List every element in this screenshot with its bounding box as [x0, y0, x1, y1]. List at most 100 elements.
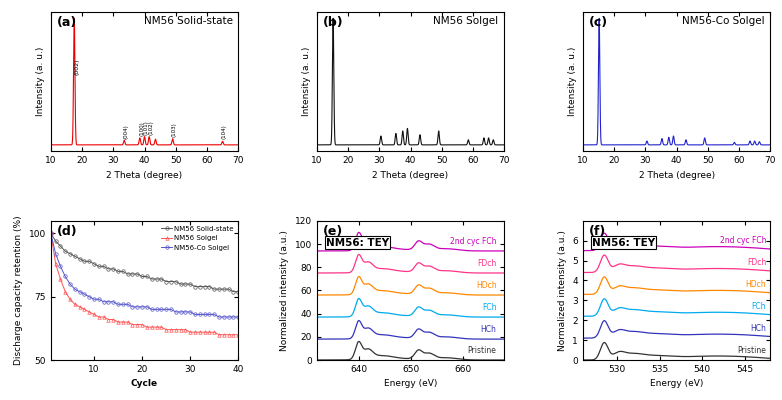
NM56 Solgel: [200, 330, 210, 334]
Text: FCh: FCh: [482, 303, 497, 312]
NM56-Co Solgel: [171, 310, 181, 314]
NM56 Solid-state: [133, 272, 142, 276]
NM56 Solid-state: [195, 284, 204, 289]
NM56 Solid-state: [181, 282, 190, 286]
Text: NM56 Solid-state: NM56 Solid-state: [144, 16, 232, 26]
NM56 Solid-state: [109, 266, 118, 271]
NM56-Co Solgel: [51, 251, 60, 256]
NM56-Co Solgel: [80, 292, 89, 296]
NM56 Solid-state: [210, 287, 219, 292]
NM56 Solgel: [195, 330, 204, 334]
NM56 Solid-state: [214, 287, 224, 292]
NM56 Solgel: [60, 289, 70, 294]
Text: HDch: HDch: [745, 280, 766, 289]
X-axis label: 2 Theta (degree): 2 Theta (degree): [639, 171, 715, 180]
NM56 Solid-state: [70, 254, 80, 259]
Text: FDch: FDch: [747, 258, 766, 267]
NM56-Co Solgel: [60, 274, 70, 279]
Text: FCh: FCh: [752, 302, 766, 311]
Text: (102): (102): [149, 120, 153, 135]
Line: NM56 Solgel: NM56 Solgel: [49, 232, 240, 336]
Text: (104): (104): [222, 125, 227, 140]
NM56 Solgel: [142, 325, 152, 330]
Y-axis label: Intensity (a. u.): Intensity (a. u.): [36, 47, 45, 116]
NM56 Solid-state: [161, 279, 170, 284]
X-axis label: 2 Theta (degree): 2 Theta (degree): [106, 171, 182, 180]
NM56 Solid-state: [167, 279, 176, 284]
NM56 Solgel: [46, 231, 56, 236]
NM56-Co Solgel: [123, 302, 132, 307]
NM56-Co Solgel: [200, 312, 210, 317]
Text: NM56-Co Solgel: NM56-Co Solgel: [682, 16, 765, 26]
NM56 Solid-state: [113, 269, 123, 274]
NM56 Solgel: [210, 330, 219, 334]
NM56 Solgel: [51, 262, 60, 266]
NM56-Co Solgel: [89, 297, 99, 302]
NM56 Solgel: [127, 322, 137, 327]
NM56-Co Solgel: [94, 297, 103, 302]
NM56 Solgel: [118, 320, 127, 324]
NM56-Co Solgel: [181, 310, 190, 314]
NM56 Solid-state: [205, 284, 214, 289]
Line: NM56 Solid-state: NM56 Solid-state: [49, 232, 240, 294]
NM56-Co Solgel: [84, 294, 94, 299]
NM56 Solid-state: [200, 284, 210, 289]
NM56-Co Solgel: [152, 307, 161, 312]
Text: (c): (c): [589, 16, 608, 29]
NM56 Solid-state: [56, 244, 65, 248]
NM56-Co Solgel: [167, 307, 176, 312]
Y-axis label: Intensity (a. u.): Intensity (a. u.): [303, 47, 311, 116]
Text: FDch: FDch: [477, 259, 497, 268]
NM56 Solgel: [123, 320, 132, 324]
NM56 Solid-state: [138, 274, 147, 279]
NM56-Co Solgel: [75, 289, 84, 294]
NM56 Solid-state: [80, 259, 89, 264]
NM56-Co Solgel: [219, 314, 228, 319]
NM56 Solgel: [66, 297, 75, 302]
NM56 Solgel: [152, 325, 161, 330]
NM56 Solgel: [84, 310, 94, 314]
NM56 Solid-state: [190, 284, 199, 289]
NM56-Co Solgel: [56, 264, 65, 269]
NM56 Solgel: [113, 320, 123, 324]
NM56-Co Solgel: [142, 304, 152, 309]
Text: (103): (103): [172, 122, 177, 137]
NM56 Solgel: [185, 330, 195, 334]
NM56 Solid-state: [89, 262, 99, 266]
NM56-Co Solgel: [176, 310, 185, 314]
Text: 2nd cyc FCh: 2nd cyc FCh: [450, 237, 497, 246]
Text: NM56: TEY: NM56: TEY: [592, 238, 655, 248]
Text: (002): (002): [74, 59, 79, 75]
Text: HCh: HCh: [481, 325, 497, 334]
NM56 Solid-state: [51, 239, 60, 244]
NM56-Co Solgel: [70, 287, 80, 292]
NM56 Solid-state: [156, 277, 166, 282]
Y-axis label: Discharge capacity retention (%): Discharge capacity retention (%): [14, 216, 23, 365]
NM56-Co Solgel: [161, 307, 170, 312]
NM56 Solgel: [190, 330, 199, 334]
Legend: NM56 Solid-state, NM56 Solgel, NM56-Co Solgel: NM56 Solid-state, NM56 Solgel, NM56-Co S…: [160, 224, 235, 252]
NM56 Solid-state: [219, 287, 228, 292]
NM56-Co Solgel: [195, 312, 204, 317]
NM56 Solid-state: [60, 249, 70, 254]
NM56 Solid-state: [127, 272, 137, 276]
NM56-Co Solgel: [99, 299, 109, 304]
NM56 Solid-state: [104, 266, 113, 271]
NM56 Solgel: [176, 327, 185, 332]
Text: NM56: TEY: NM56: TEY: [326, 238, 389, 248]
NM56 Solid-state: [142, 274, 152, 279]
NM56 Solid-state: [84, 259, 94, 264]
Text: HDch: HDch: [475, 281, 497, 290]
NM56 Solgel: [70, 302, 80, 307]
NM56 Solgel: [171, 327, 181, 332]
NM56-Co Solgel: [118, 302, 127, 307]
NM56 Solgel: [89, 312, 99, 317]
Text: (101): (101): [144, 120, 149, 135]
NM56 Solgel: [181, 327, 190, 332]
NM56-Co Solgel: [147, 307, 156, 312]
NM56 Solid-state: [228, 289, 238, 294]
NM56 Solgel: [219, 332, 228, 337]
Text: (a): (a): [56, 16, 77, 29]
NM56-Co Solgel: [66, 282, 75, 286]
NM56 Solgel: [99, 314, 109, 319]
